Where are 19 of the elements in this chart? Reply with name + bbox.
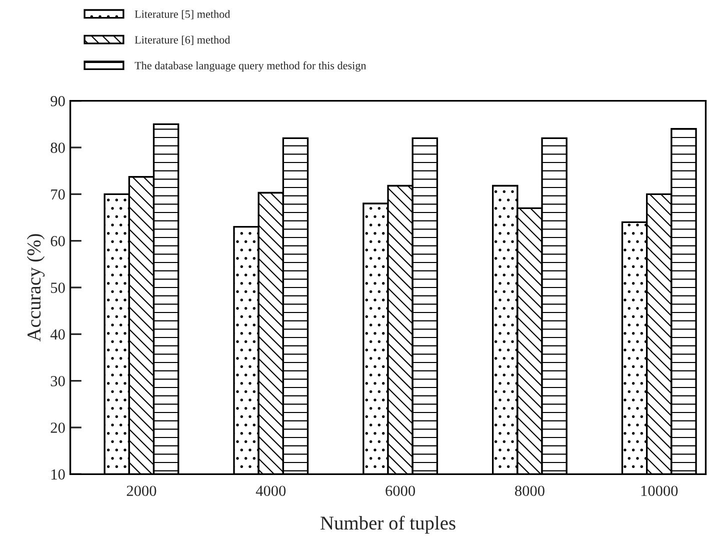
x-tick-label: 2000 <box>126 486 156 496</box>
legend-label: The database language query method for this design <box>134 61 366 72</box>
x-tick-label: 8000 <box>515 486 544 496</box>
y-tick-label: 10 <box>51 469 65 480</box>
x-tick-label: 6000 <box>386 486 416 496</box>
y-tick-label: 50 <box>51 282 65 293</box>
y-tick-label: 20 <box>50 422 65 433</box>
x-tick-label: 4000 <box>256 486 286 496</box>
y-tick-label: 40 <box>50 329 65 340</box>
legend-label: Literature [5] method <box>134 10 230 20</box>
x-axis-title: Number of tuples <box>320 516 456 534</box>
x-tick-label: 10000 <box>641 486 678 496</box>
y-tick-label: 70 <box>51 189 65 200</box>
y-tick-label: 90 <box>50 96 65 106</box>
y-tick-label: 60 <box>50 236 65 246</box>
legend-label: Literature [6] method <box>134 36 230 45</box>
y-tick-label: 30 <box>50 376 65 386</box>
y-axis-title: Accuracy (%) <box>26 234 45 342</box>
y-tick-label: 80 <box>50 142 65 153</box>
